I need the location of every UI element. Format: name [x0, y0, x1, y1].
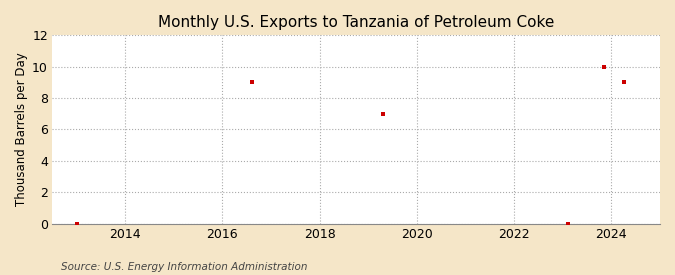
Point [246, 80, 257, 85]
Point [562, 221, 573, 226]
Point [618, 80, 629, 85]
Point [377, 112, 388, 116]
Y-axis label: Thousand Barrels per Day: Thousand Barrels per Day [15, 53, 28, 206]
Point [599, 65, 610, 69]
Title: Monthly U.S. Exports to Tanzania of Petroleum Coke: Monthly U.S. Exports to Tanzania of Petr… [158, 15, 554, 30]
Point [71, 221, 82, 226]
Text: Source: U.S. Energy Information Administration: Source: U.S. Energy Information Administ… [61, 262, 307, 272]
